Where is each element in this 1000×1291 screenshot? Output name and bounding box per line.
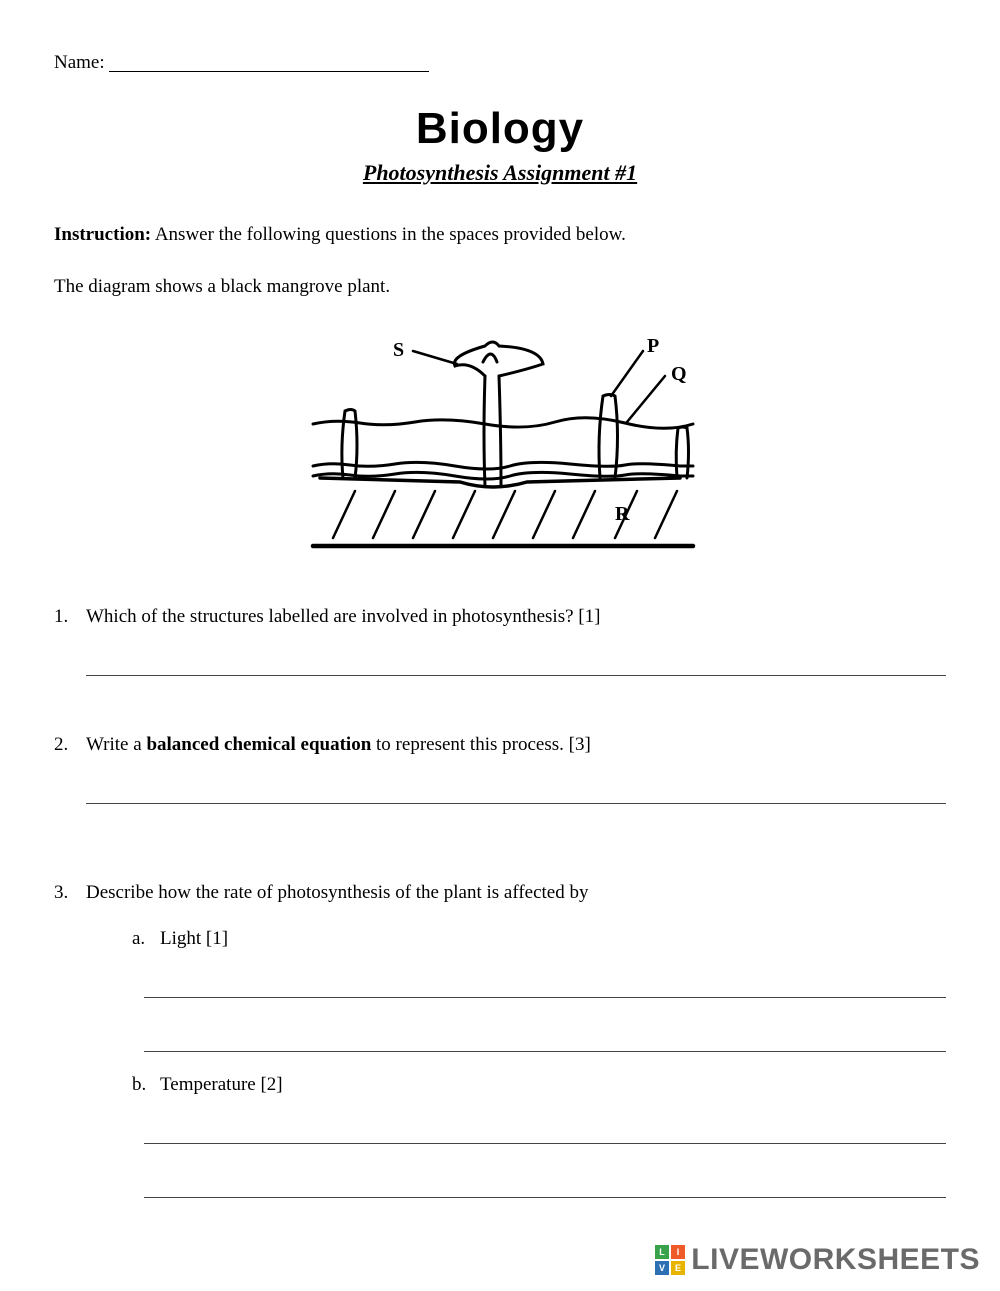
question-points: [3]: [569, 734, 591, 755]
watermark: L I V E LIVEWORKSHEETS: [655, 1243, 980, 1277]
name-input-line[interactable]: [109, 71, 429, 72]
question-2: 2. Write a balanced chemical equation to…: [54, 734, 946, 756]
question-3: 3. Describe how the rate of photosynthes…: [54, 882, 946, 904]
logo-cell: L: [655, 1245, 669, 1259]
instruction-text: Answer the following questions in the sp…: [151, 224, 626, 245]
answer-line[interactable]: [144, 1032, 946, 1052]
sub-text: Light: [160, 928, 201, 949]
name-field-row: Name:: [54, 52, 946, 74]
diagram-label-q: Q: [671, 363, 687, 385]
logo-cell: E: [671, 1261, 685, 1275]
page-title: Biology: [54, 104, 946, 154]
question-points: [1]: [578, 606, 600, 627]
diagram-label-s: S: [393, 339, 404, 361]
diagram-caption: The diagram shows a black mangrove plant…: [54, 276, 946, 298]
page-subtitle: Photosynthesis Assignment #1: [54, 160, 946, 186]
instruction-line: Instruction: Answer the following questi…: [54, 224, 946, 246]
instruction-label: Instruction:: [54, 224, 151, 245]
answer-line[interactable]: [86, 656, 946, 676]
sub-points: [1]: [206, 928, 228, 949]
answer-line[interactable]: [86, 784, 946, 804]
diagram-label-r: R: [615, 503, 630, 525]
question-text-pre: Write a: [86, 734, 146, 755]
logo-cell: I: [671, 1245, 685, 1259]
question-number: 3.: [54, 882, 86, 904]
name-label: Name:: [54, 52, 105, 73]
question-text: Describe how the rate of photosynthesis …: [86, 882, 588, 903]
question-number: 2.: [54, 734, 86, 756]
diagram-container: S P Q R: [54, 316, 946, 576]
answer-line[interactable]: [144, 1178, 946, 1198]
sub-points: [2]: [260, 1074, 282, 1095]
sub-text: Temperature: [160, 1074, 256, 1095]
worksheet-page: Name: Biology Photosynthesis Assignment …: [0, 0, 1000, 1291]
question-text: Which of the structures labelled are inv…: [86, 606, 574, 627]
sub-letter: b.: [132, 1074, 160, 1096]
question-text-post: to represent this process.: [371, 734, 564, 755]
question-text-bold: balanced chemical equation: [146, 734, 371, 755]
watermark-logo: L I V E: [655, 1245, 685, 1275]
answer-line[interactable]: [144, 1124, 946, 1144]
answer-line[interactable]: [144, 978, 946, 998]
question-number: 1.: [54, 606, 86, 628]
mangrove-diagram: S P Q R: [285, 316, 715, 571]
watermark-text: LIVEWORKSHEETS: [691, 1243, 980, 1277]
logo-cell: V: [655, 1261, 669, 1275]
question-3a: a. Light [1]: [132, 928, 946, 950]
question-3b: b. Temperature [2]: [132, 1074, 946, 1096]
sub-letter: a.: [132, 928, 160, 950]
question-1: 1. Which of the structures labelled are …: [54, 606, 946, 628]
diagram-label-p: P: [647, 335, 659, 357]
